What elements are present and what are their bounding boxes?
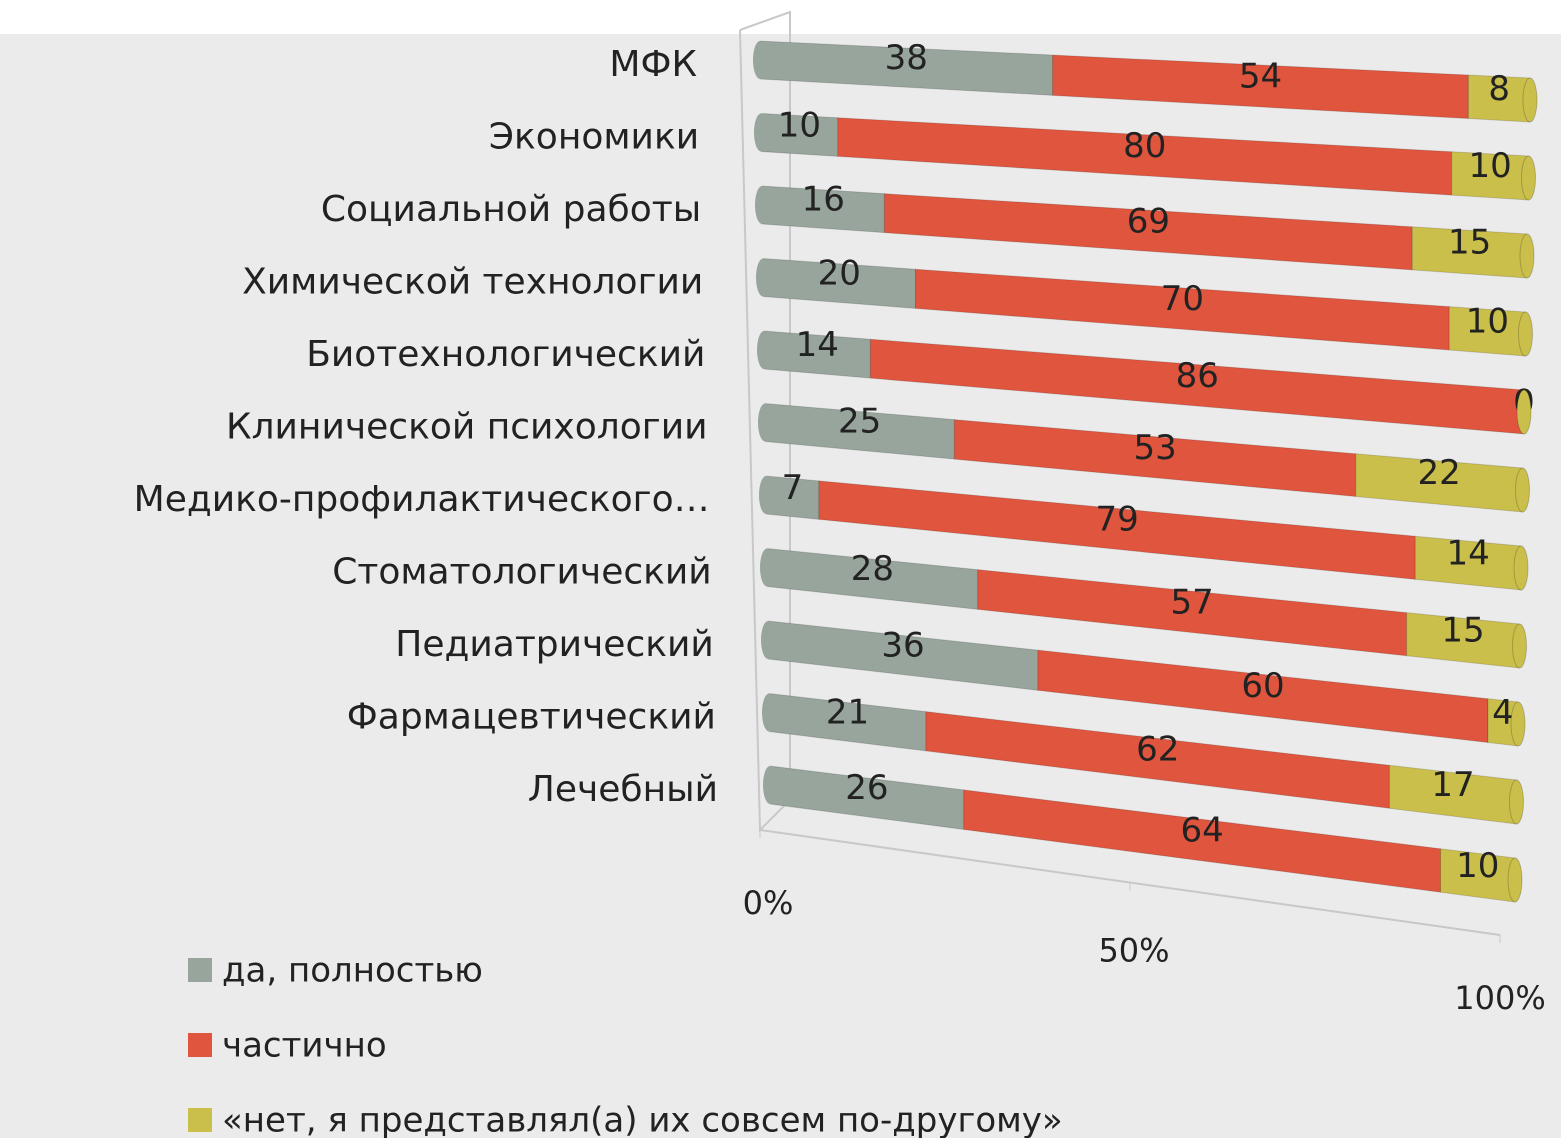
- data-label: 17: [1431, 765, 1474, 805]
- data-label: 8: [1488, 69, 1510, 109]
- bar-cap: [761, 621, 775, 659]
- top-strip: [0, 0, 1561, 34]
- legend-label: частично: [222, 1026, 387, 1066]
- data-label: 16: [802, 180, 845, 220]
- category-label: Медико-профилактического…: [134, 479, 710, 520]
- category-label: Лечебный: [528, 769, 718, 810]
- bar-cap: [758, 403, 772, 442]
- bar-end: [1513, 545, 1529, 591]
- category-label: Социальной работы: [321, 189, 701, 230]
- data-label: 15: [1441, 611, 1484, 651]
- category-label: Стоматологический: [332, 552, 711, 593]
- category-label: Экономики: [489, 117, 699, 158]
- bar-cap: [756, 258, 770, 297]
- bar-cap: [755, 186, 769, 224]
- legend-label: «нет, я представлял(а) их совсем по-друг…: [222, 1101, 1063, 1138]
- bar-end: [1507, 857, 1523, 903]
- data-label: 10: [778, 105, 821, 145]
- data-label: 10: [1468, 146, 1511, 186]
- data-label: 25: [838, 401, 881, 441]
- data-label: 60: [1241, 666, 1284, 706]
- data-label: 28: [851, 549, 894, 589]
- bar-end: [1521, 155, 1536, 201]
- bar-end: [1518, 311, 1533, 357]
- data-label: 7: [782, 468, 804, 508]
- data-label: 69: [1127, 201, 1170, 241]
- category-label: Клинической психологии: [226, 407, 708, 448]
- bar-end: [1516, 389, 1532, 435]
- data-label: 14: [796, 325, 839, 365]
- data-label: 4: [1492, 693, 1514, 733]
- data-label: 10: [1456, 846, 1499, 886]
- data-label: 15: [1448, 223, 1491, 263]
- data-label: 80: [1123, 126, 1166, 166]
- bar-end: [1522, 77, 1538, 123]
- category-label: Педиатрический: [395, 624, 714, 665]
- x-tick-label: 0%: [743, 884, 794, 922]
- bar-end: [1519, 233, 1535, 279]
- bar-end: [1509, 779, 1524, 825]
- data-label: 26: [845, 768, 888, 808]
- legend-label: да, полностью: [222, 951, 483, 991]
- bar-cap: [760, 548, 774, 587]
- data-label: 10: [1466, 302, 1509, 342]
- legend-swatch: [188, 1033, 212, 1057]
- data-label: 70: [1161, 279, 1204, 319]
- data-label: 38: [885, 38, 928, 78]
- category-label: МФК: [609, 44, 697, 85]
- legend-swatch: [188, 1108, 212, 1132]
- x-tick-label: 100%: [1454, 979, 1545, 1017]
- data-label: 62: [1136, 730, 1179, 770]
- data-label: 57: [1171, 582, 1214, 622]
- bar-cap: [753, 41, 767, 79]
- bar-cap: [757, 331, 771, 369]
- category-label: Фармацевтический: [347, 697, 716, 738]
- bar-cap: [759, 476, 773, 514]
- data-label: 79: [1095, 499, 1138, 539]
- data-label: 64: [1180, 811, 1223, 851]
- bar-cap: [763, 766, 777, 804]
- bar-end: [1515, 467, 1530, 513]
- bar-end: [1510, 701, 1526, 747]
- data-label: 21: [826, 692, 869, 732]
- legend-swatch: [188, 958, 212, 982]
- category-label: Химической технологии: [242, 262, 703, 303]
- data-label: 22: [1418, 453, 1461, 493]
- bar-cap: [762, 693, 776, 732]
- category-label: Биотехнологический: [306, 334, 705, 375]
- data-label: 20: [818, 254, 861, 294]
- data-label: 86: [1176, 356, 1219, 396]
- bar-cap: [754, 113, 768, 152]
- data-label: 53: [1133, 428, 1176, 468]
- data-label: 14: [1447, 533, 1490, 573]
- bar-end: [1512, 623, 1527, 669]
- data-label: 54: [1239, 57, 1282, 97]
- x-tick-label: 50%: [1098, 932, 1169, 970]
- data-label: 36: [881, 626, 924, 666]
